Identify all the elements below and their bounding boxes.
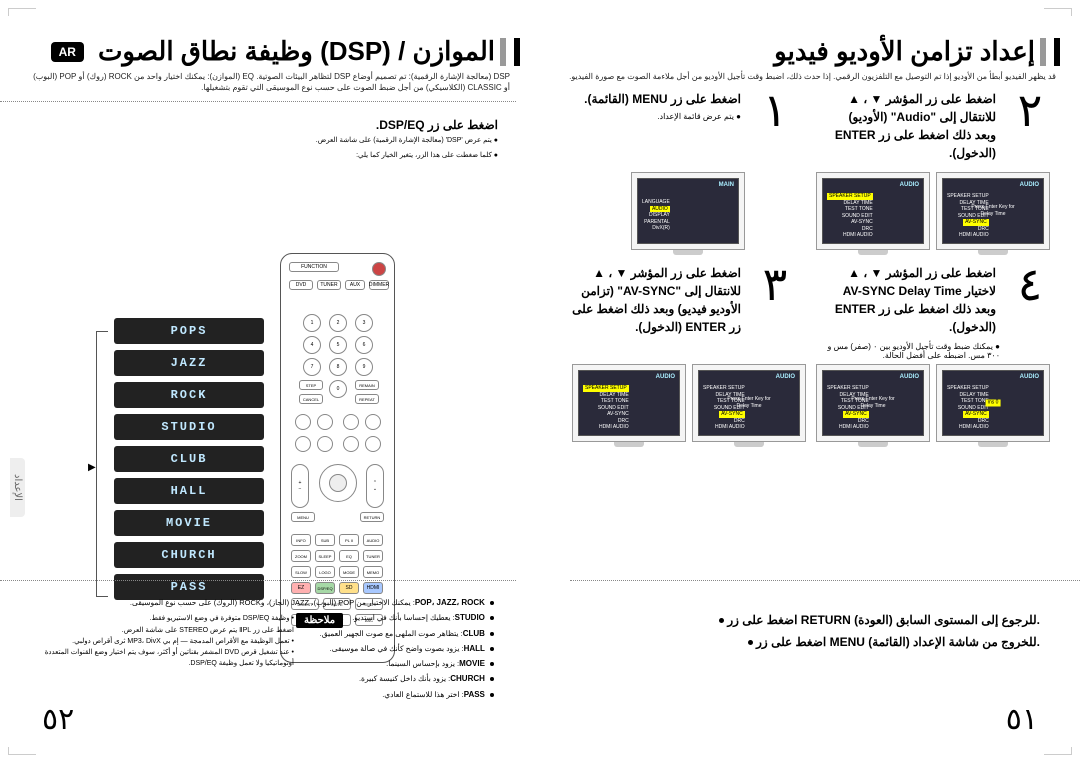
page-51: إعداد تزامن الأوديو فيديو قد يظهر الفيدي… xyxy=(540,0,1080,763)
side-tab: الإعداد xyxy=(10,458,25,517)
divider xyxy=(570,580,1080,581)
divider-left xyxy=(0,580,516,581)
tv-screenshot: AUDIOSPEAKER SETUPDELAY TIMETEST TONESOU… xyxy=(936,172,1050,250)
step-1: ١ اضغط على زر MENU (القائمة). ● يتم عرض … xyxy=(570,90,795,131)
page-number: ٥١ xyxy=(1006,702,1038,737)
header-right: إعداد تزامن الأوديو فيديو xyxy=(560,36,1060,67)
step-dsp-b1: ● يتم عرض 'DSP' (معالجة الإشارة الرقمية)… xyxy=(0,136,498,147)
page-52: AR وظيفة نطاق الصوت (DSP) / الموازن DSP … xyxy=(0,0,540,763)
step-2: ٢ اضغط على زر المؤشر ▼ ، ▲ للانتقال إلى … xyxy=(825,90,1050,162)
step-dsp-b2: ● كلما ضغطت على هذا الزر، يتغير الخيار ك… xyxy=(0,151,498,162)
tv-screenshot: MAINLANGUAGEAUDIODISPLAYPARENTALDivX(R) xyxy=(631,172,745,250)
tv-screenshot: AUDIOSPEAKER SETUPDELAY TIMETEST TONESOU… xyxy=(936,364,1050,442)
subtitle-right: قد يظهر الفيديو أبطأ من الأوديو إذا تم ا… xyxy=(564,71,1056,82)
step-4: ٤ اضغط على زر المؤشر ▼ ، ▲ لاختيار AV-SY… xyxy=(825,264,1050,336)
tv-screenshot: AUDIOSPEAKER SETUPDELAY TIMETEST TONESOU… xyxy=(572,364,686,442)
step-3: ٣ اضغط على زر المؤشر ▼ ، ▲ للانتقال إلى … xyxy=(570,264,795,336)
return-note-2: اضغط على زر MENU (القائمة) للخروج من شاش… xyxy=(580,632,1040,654)
return-note-1: اضغط على زر RETURN (العودة) للرجوع إلى ا… xyxy=(580,610,1040,632)
tv-screenshot: AUDIOSPEAKER SETUPDELAY TIMETEST TONESOU… xyxy=(816,364,930,442)
dsp-mode-list: POPS JAZZ ROCK STUDIO CLUB HALL MOVIE CH… xyxy=(114,318,264,606)
title-left: وظيفة نطاق الصوت (DSP) / الموازن xyxy=(98,36,495,67)
page-number: ٥٢ xyxy=(42,702,74,737)
subtitle-left: DSP (معالجة الإشارة الرقمية): تم تصميم أ… xyxy=(30,71,510,93)
tv-screenshot: AUDIOSPEAKER SETUPDELAY TIMETEST TONESOU… xyxy=(816,172,930,250)
tv-screenshot: AUDIOSPEAKER SETUPDELAY TIMETEST TONESOU… xyxy=(692,364,806,442)
lang-badge: AR xyxy=(51,42,84,62)
step-dsp: اضغط على زر DSP/EQ. xyxy=(0,118,498,132)
title-right: إعداد تزامن الأوديو فيديو xyxy=(774,36,1035,67)
mode-definitions: POP، JAZZ، ROCK: يمكنك الاختيار من POP (… xyxy=(24,595,494,702)
